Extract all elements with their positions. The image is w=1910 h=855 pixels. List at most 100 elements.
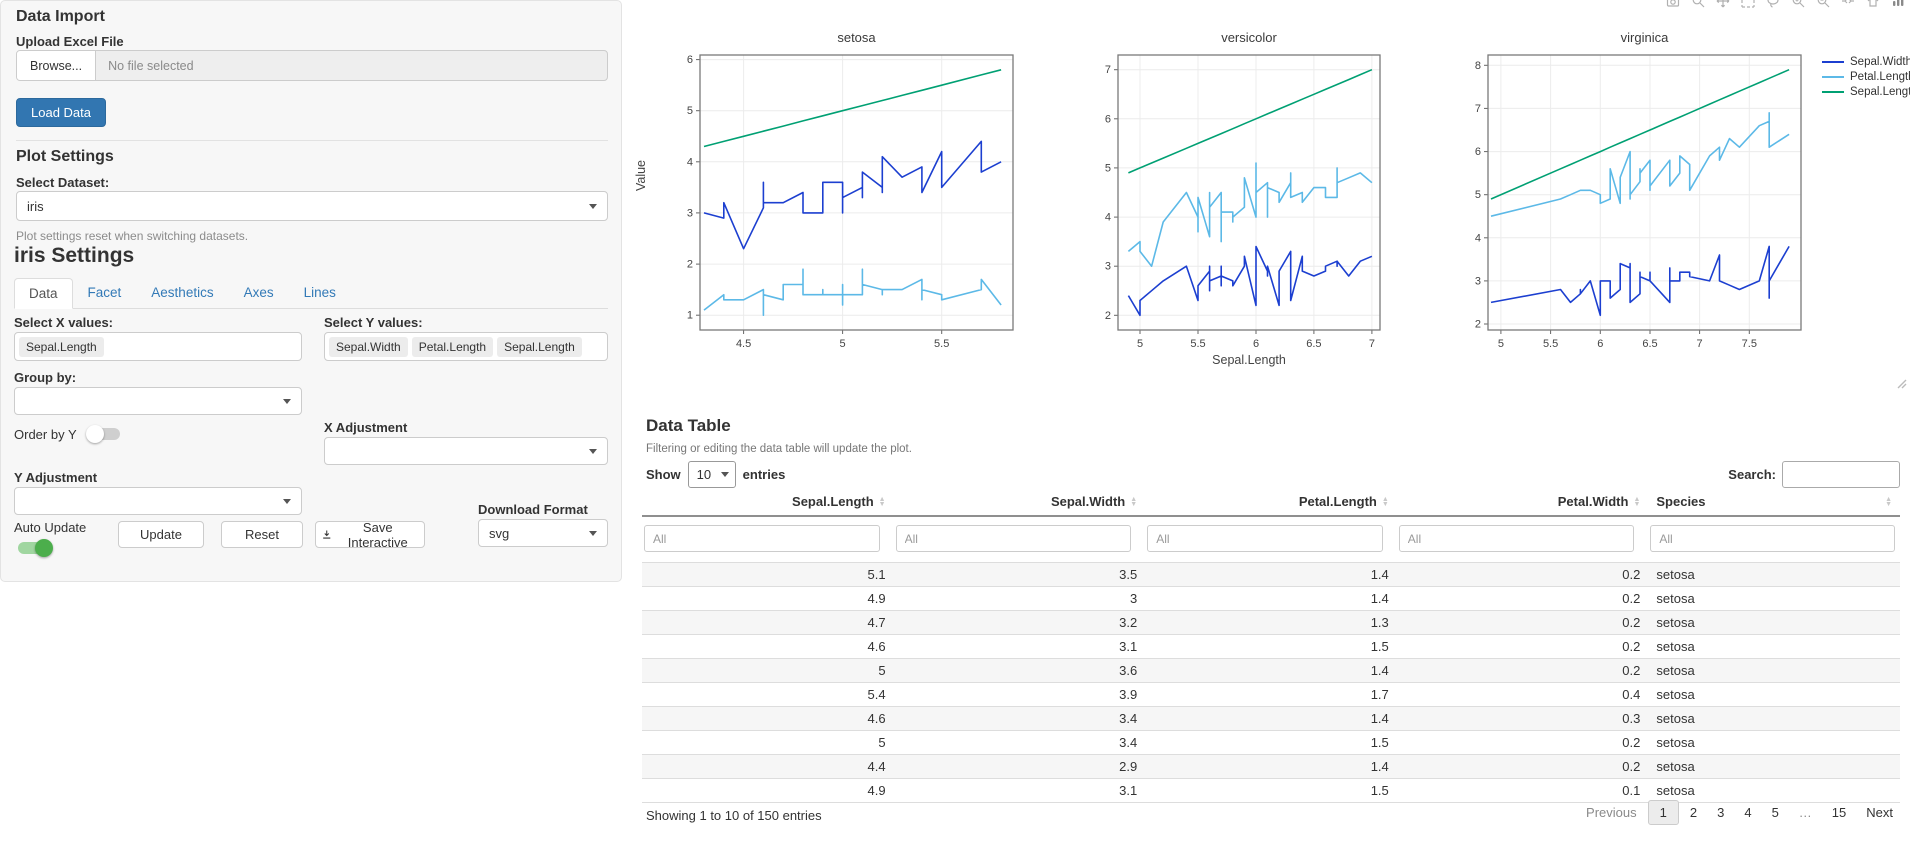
cell-sepal-length[interactable]: 5.1 bbox=[642, 562, 894, 587]
cell-sepal-width[interactable]: 3.1 bbox=[893, 778, 1146, 803]
cell-petal-width[interactable]: 0.2 bbox=[1396, 634, 1649, 659]
cell-petal-width[interactable]: 0.2 bbox=[1396, 586, 1649, 611]
cell-sepal-length[interactable]: 4.7 bbox=[642, 610, 894, 635]
pagination-page-2[interactable]: 2 bbox=[1689, 805, 1698, 820]
zoom-icon[interactable] bbox=[1691, 0, 1705, 8]
cell-sepal-width[interactable]: 3.2 bbox=[893, 610, 1146, 635]
dataset-select[interactable]: iris bbox=[16, 191, 608, 221]
tab-lines[interactable]: Lines bbox=[303, 285, 336, 300]
cell-petal-length[interactable]: 1.4 bbox=[1145, 754, 1397, 779]
browse-button[interactable]: Browse... bbox=[17, 51, 97, 80]
auto-update-toggle[interactable] bbox=[16, 538, 53, 558]
camera-icon[interactable] bbox=[1666, 0, 1680, 8]
cell-petal-width[interactable]: 0.3 bbox=[1396, 706, 1649, 731]
cell-species[interactable]: setosa bbox=[1648, 706, 1900, 731]
cell-petal-length[interactable]: 1.3 bbox=[1145, 610, 1397, 635]
column-header-sepal-length[interactable]: Sepal.Length ▲ ▼ bbox=[642, 492, 894, 517]
cell-species[interactable]: setosa bbox=[1648, 562, 1900, 587]
value-chip-petal-length[interactable]: Petal.Length bbox=[411, 336, 494, 357]
search-input[interactable] bbox=[1782, 461, 1900, 488]
pagination-next[interactable]: Next bbox=[1866, 805, 1893, 820]
legend-item-sepal-width[interactable]: Sepal.Width bbox=[1822, 54, 1910, 69]
cell-petal-length[interactable]: 1.5 bbox=[1145, 730, 1397, 755]
group-by-select[interactable] bbox=[14, 387, 302, 415]
cell-sepal-width[interactable]: 3.5 bbox=[893, 562, 1146, 587]
pagination-page-4[interactable]: 4 bbox=[1744, 805, 1752, 820]
cell-sepal-length[interactable]: 4.9 bbox=[642, 778, 894, 803]
plotly-logo-icon[interactable] bbox=[1891, 0, 1905, 8]
filter-input-sepal-length[interactable] bbox=[644, 525, 880, 552]
cell-species[interactable]: setosa bbox=[1648, 754, 1900, 779]
filter-input-species[interactable] bbox=[1650, 525, 1895, 552]
filter-input-sepal-width[interactable] bbox=[895, 525, 1132, 552]
value-chip-sepal-length[interactable]: Sepal.Length bbox=[497, 336, 582, 357]
column-header-petal-length[interactable]: Petal.Length ▲ ▼ bbox=[1145, 492, 1397, 517]
legend-item-petal-length[interactable]: Petal.Length bbox=[1822, 69, 1910, 84]
cell-petal-width[interactable]: 0.2 bbox=[1396, 562, 1649, 587]
order-by-y-toggle[interactable] bbox=[85, 424, 123, 444]
cell-petal-width[interactable]: 0.2 bbox=[1396, 730, 1649, 755]
facet-plot-setosa[interactable]: 4.5 5 5.5 1 2 3 4 5 6 bbox=[666, 50, 1023, 357]
facet-plot-virginica[interactable]: 5 5.5 6 6.5 7 7.5 2 3 4 5 6 7 8 bbox=[1454, 50, 1811, 357]
cell-sepal-width[interactable]: 3.1 bbox=[893, 634, 1146, 659]
value-chip-sepal-width[interactable]: Sepal.Width bbox=[329, 336, 408, 357]
reset-button[interactable]: Reset bbox=[221, 521, 303, 548]
cell-petal-length[interactable]: 1.5 bbox=[1145, 778, 1397, 803]
save-interactive-button[interactable]: Save Interactive bbox=[315, 520, 425, 550]
select-x-input[interactable]: Sepal.Length bbox=[14, 332, 302, 361]
cell-species[interactable]: setosa bbox=[1648, 730, 1900, 755]
cell-petal-width[interactable]: 0.2 bbox=[1396, 754, 1649, 779]
cell-species[interactable]: setosa bbox=[1648, 682, 1900, 707]
y-adjustment-select[interactable] bbox=[14, 487, 302, 515]
cell-petal-width[interactable]: 0.2 bbox=[1396, 610, 1649, 635]
cell-sepal-width[interactable]: 3.4 bbox=[893, 706, 1146, 731]
cell-sepal-length[interactable]: 4.6 bbox=[642, 706, 894, 731]
cell-species[interactable]: setosa bbox=[1648, 586, 1900, 611]
cell-petal-length[interactable]: 1.4 bbox=[1145, 562, 1397, 587]
tab-facet[interactable]: Facet bbox=[87, 285, 122, 300]
cell-species[interactable]: setosa bbox=[1648, 634, 1900, 659]
filter-input-petal-length[interactable] bbox=[1147, 525, 1383, 552]
value-chip-sepal-length[interactable]: Sepal.Length bbox=[19, 336, 104, 357]
x-adjustment-select[interactable] bbox=[324, 437, 608, 465]
tab-data[interactable]: Data bbox=[14, 278, 73, 309]
cell-petal-width[interactable]: 0.2 bbox=[1396, 658, 1649, 683]
cell-species[interactable]: setosa bbox=[1648, 610, 1900, 635]
zoom-in-icon[interactable] bbox=[1791, 0, 1805, 8]
tab-axes[interactable]: Axes bbox=[243, 285, 274, 300]
pagination-page-5[interactable]: 5 bbox=[1771, 805, 1779, 820]
cell-sepal-width[interactable]: 3 bbox=[893, 586, 1146, 611]
cell-sepal-length[interactable]: 5 bbox=[642, 730, 894, 755]
cell-sepal-width[interactable]: 3.9 bbox=[893, 682, 1146, 707]
tab-aesthetics[interactable]: Aesthetics bbox=[151, 285, 214, 300]
pan-icon[interactable] bbox=[1716, 0, 1730, 8]
column-header-sepal-width[interactable]: Sepal.Width ▲ ▼ bbox=[893, 492, 1146, 517]
cell-sepal-width[interactable]: 3.6 bbox=[893, 658, 1146, 683]
cell-petal-length[interactable]: 1.5 bbox=[1145, 634, 1397, 659]
cell-species[interactable]: setosa bbox=[1648, 658, 1900, 683]
cell-petal-length[interactable]: 1.4 bbox=[1145, 586, 1397, 611]
cell-sepal-width[interactable]: 3.4 bbox=[893, 730, 1146, 755]
load-data-button[interactable]: Load Data bbox=[16, 98, 106, 127]
pagination-page-15[interactable]: 15 bbox=[1831, 805, 1847, 820]
zoom-out-icon[interactable] bbox=[1816, 0, 1830, 8]
cell-species[interactable]: setosa bbox=[1648, 778, 1900, 803]
column-header-petal-width[interactable]: Petal.Width ▲ ▼ bbox=[1396, 492, 1649, 517]
cell-petal-length[interactable]: 1.7 bbox=[1145, 682, 1397, 707]
download-format-select[interactable]: svg bbox=[478, 519, 608, 547]
cell-sepal-length[interactable]: 4.9 bbox=[642, 586, 894, 611]
lasso-icon[interactable] bbox=[1766, 0, 1780, 8]
cell-sepal-length[interactable]: 5 bbox=[642, 658, 894, 683]
cell-petal-width[interactable]: 0.4 bbox=[1396, 682, 1649, 707]
pagination-page-3[interactable]: 3 bbox=[1717, 805, 1725, 820]
select-y-input[interactable]: Sepal.Width Petal.Length Sepal.Length bbox=[324, 332, 608, 361]
reset-axes-icon[interactable] bbox=[1866, 0, 1880, 8]
column-header-species[interactable]: Species ▲ ▼ bbox=[1648, 492, 1900, 517]
cell-petal-length[interactable]: 1.4 bbox=[1145, 706, 1397, 731]
cell-sepal-length[interactable]: 5.4 bbox=[642, 682, 894, 707]
facet-plot-versicolor[interactable]: 5 5.5 6 6.5 7 2 3 4 5 6 7 bbox=[1084, 50, 1390, 357]
pagination-page-1[interactable]: 1 bbox=[1647, 800, 1679, 825]
autoscale-icon[interactable] bbox=[1841, 0, 1855, 8]
cell-sepal-length[interactable]: 4.6 bbox=[642, 634, 894, 659]
box-select-icon[interactable] bbox=[1741, 0, 1755, 8]
